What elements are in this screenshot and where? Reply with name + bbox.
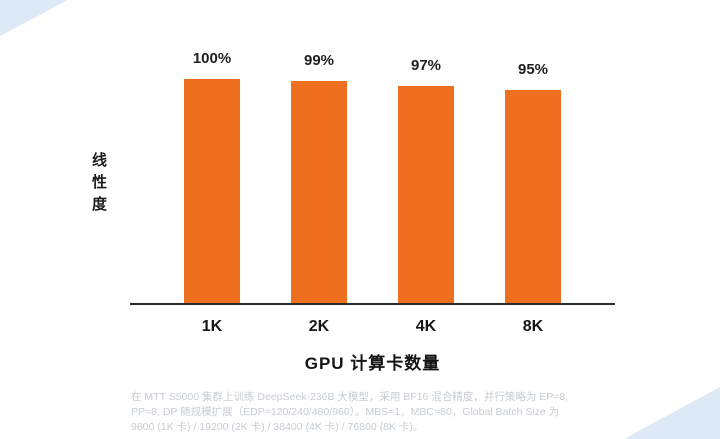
bar [184, 79, 240, 303]
bar-column: 97% [398, 57, 454, 303]
bar-column: 99% [291, 52, 347, 303]
bar [505, 90, 561, 303]
bar-value-label: 100% [192, 50, 232, 67]
bar [291, 81, 347, 303]
x-tick-label: 2K [308, 318, 330, 335]
plot-area: 100% 99% 97% 95% [130, 42, 615, 305]
x-tick-label: 8K [522, 318, 544, 335]
footnote-line-2: PP=8, DP 随规模扩展（EDP=120/240/480/960）。MBS=… [131, 406, 560, 419]
x-tick-label: 1K [201, 318, 223, 335]
x-axis-title: GPU 计算卡数量 [304, 354, 441, 373]
bar-value-label: 99% [303, 52, 335, 70]
bar-value-label: 95% [517, 61, 549, 79]
footnote-line-3: 9600 (1K 卡) / 19200 (2K 卡) / 38400 (4K 卡… [131, 421, 424, 434]
bar-value-label: 97% [410, 56, 442, 74]
bar-column: 95% [505, 61, 561, 303]
x-tick-label: 4K [415, 318, 437, 335]
corner-decoration-top-left [0, 0, 68, 36]
footnote-line-1: 在 MTT S5000 集群上训练 DeepSeek-236B 大模型，采用 B… [131, 391, 569, 403]
bar [398, 85, 454, 303]
bar-column: 100% [184, 50, 240, 303]
y-axis-label: 线性度 [90, 152, 107, 218]
corner-decoration-bottom-right [624, 387, 720, 439]
x-axis-tick-labels: 1K 2K 4K 8K [130, 318, 615, 336]
footnote: 在 MTT S5000 集群上训练 DeepSeek-236B 大模型，采用 B… [131, 390, 611, 436]
